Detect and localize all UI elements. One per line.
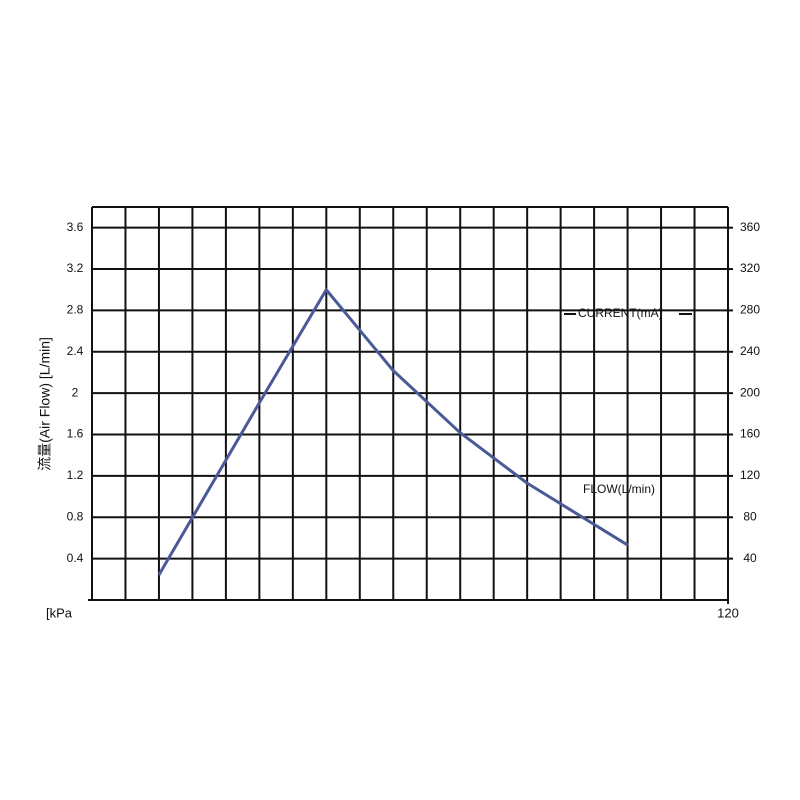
y2-tick-label: 160: [740, 427, 760, 441]
y2-tick-label: 240: [740, 344, 760, 358]
y-axis-label: 流量(Air Flow) [L/min]: [37, 337, 53, 471]
annotation: CURRENT(mA): [578, 306, 663, 320]
x-axis-label: [kPa: [46, 605, 73, 620]
x-tick-label: 120: [717, 605, 739, 620]
y2-tick-label: 120: [740, 468, 760, 482]
y2-tick-label: 360: [740, 220, 760, 234]
data-line: [157, 288, 629, 576]
y-tick-label: 1.6: [67, 427, 84, 441]
y2-tick-label: 80: [743, 509, 757, 523]
y2-tick-label: 280: [740, 303, 760, 317]
y2-tick-label: 200: [740, 385, 760, 399]
y-tick-label: 3.2: [67, 261, 84, 275]
y2-tick-label: 320: [740, 261, 760, 275]
y-tick-label: 1.2: [67, 468, 84, 482]
y-tick-label: 0.4: [67, 551, 84, 565]
y2-tick-label: 40: [743, 551, 757, 565]
annotation: FLOW(L/min): [583, 482, 655, 496]
y-tick-label: 2: [72, 385, 79, 399]
y-tick-label: 3.6: [67, 220, 84, 234]
y-tick-label: 2.8: [67, 303, 84, 317]
y-tick-label: 2.4: [67, 344, 84, 358]
y-tick-label: 0.8: [67, 509, 84, 523]
